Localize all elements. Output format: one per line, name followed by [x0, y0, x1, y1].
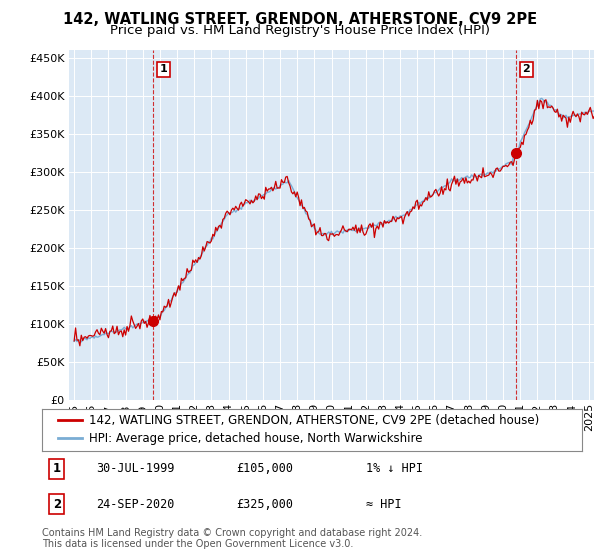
Text: 1: 1: [53, 463, 61, 475]
Text: £325,000: £325,000: [236, 497, 293, 511]
Text: ≈ HPI: ≈ HPI: [366, 497, 401, 511]
Text: 2: 2: [53, 497, 61, 511]
Text: £105,000: £105,000: [236, 463, 293, 475]
Legend: 142, WATLING STREET, GRENDON, ATHERSTONE, CV9 2PE (detached house), HPI: Average: 142, WATLING STREET, GRENDON, ATHERSTONE…: [53, 410, 544, 450]
Text: 30-JUL-1999: 30-JUL-1999: [96, 463, 175, 475]
Text: Contains HM Land Registry data © Crown copyright and database right 2024.
This d: Contains HM Land Registry data © Crown c…: [42, 528, 422, 549]
Text: 2: 2: [523, 64, 530, 74]
Text: 142, WATLING STREET, GRENDON, ATHERSTONE, CV9 2PE: 142, WATLING STREET, GRENDON, ATHERSTONE…: [63, 12, 537, 27]
Text: 1: 1: [160, 64, 167, 74]
Text: 1% ↓ HPI: 1% ↓ HPI: [366, 463, 423, 475]
Text: Price paid vs. HM Land Registry's House Price Index (HPI): Price paid vs. HM Land Registry's House …: [110, 24, 490, 36]
Text: 24-SEP-2020: 24-SEP-2020: [96, 497, 175, 511]
